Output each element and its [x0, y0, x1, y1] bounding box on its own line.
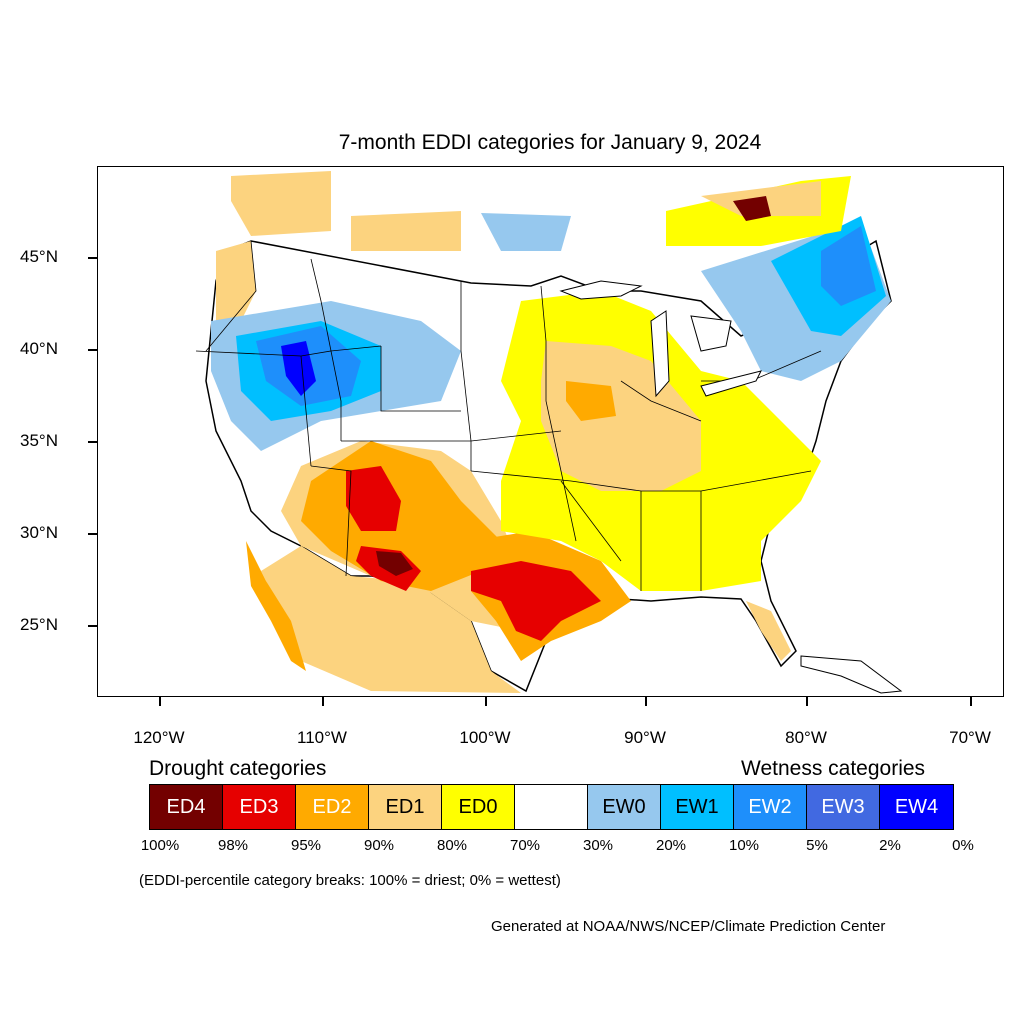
cuba	[800, 655, 903, 694]
legend-category-ew1: EW1	[661, 785, 734, 829]
us-map-svg	[195, 171, 903, 694]
texas-ed3	[471, 561, 601, 641]
legend-category-ew3: EW3	[807, 785, 880, 829]
lat-tick	[88, 441, 97, 443]
legend-category-ed0: ED0	[442, 785, 515, 829]
lat-label-30: 30°N	[20, 523, 58, 542]
legend-break-label: 80%	[436, 837, 468, 854]
legend-category-ew4: EW4	[880, 785, 953, 829]
new-mexico-ed3	[346, 466, 401, 531]
northeast-ew2	[821, 226, 876, 306]
legend-break-label: 90%	[363, 837, 395, 854]
lon-label-120: 120°W	[133, 728, 185, 747]
legend-category-ew0: EW0	[588, 785, 661, 829]
legend-category-ed4: ED4	[150, 785, 223, 829]
wetness-heading: Wetness categories	[741, 757, 926, 780]
eddi-map	[97, 166, 1004, 697]
legend-category-ed2: ED2	[296, 785, 369, 829]
lon-tick	[159, 697, 161, 706]
lat-tick	[88, 349, 97, 351]
lat-tick	[88, 625, 97, 627]
canada-west-ed1	[231, 171, 331, 236]
lat-tick	[88, 257, 97, 259]
legend-break-label: 20%	[655, 837, 687, 854]
lat-label-35: 35°N	[20, 431, 58, 450]
florida-ed1	[746, 601, 791, 661]
lon-label-80: 80°W	[785, 728, 827, 747]
ontario-ed4	[733, 196, 771, 221]
lake-michigan	[650, 310, 670, 398]
legend-category-none	[515, 785, 588, 829]
legend-break-label: 95%	[290, 837, 322, 854]
legend-break-label: 98%	[217, 837, 249, 854]
legend-break-label: 5%	[806, 837, 828, 854]
pnw-ed1	[216, 241, 256, 341]
lon-label-100: 100°W	[459, 728, 511, 747]
map-title: 7-month EDDI categories for January 9, 2…	[338, 131, 762, 154]
lon-label-70: 70°W	[949, 728, 991, 747]
iowa-ed2	[566, 381, 616, 421]
lat-tick	[88, 533, 97, 535]
canada-central-ed1	[351, 211, 461, 251]
lon-tick	[806, 697, 808, 706]
drought-heading: Drought categories	[149, 757, 327, 780]
mexico-region	[261, 546, 521, 693]
lon-label-90: 90°W	[624, 728, 666, 747]
legend-category-ew2: EW2	[734, 785, 807, 829]
lon-tick	[322, 697, 324, 706]
lake-superior-ew0	[481, 213, 571, 251]
lat-label-45: 45°N	[20, 247, 58, 266]
legend-break-label: 10%	[728, 837, 760, 854]
lon-tick	[485, 697, 487, 706]
legend-break-label: 100%	[140, 837, 180, 854]
legend-category-ed3: ED3	[223, 785, 296, 829]
lat-label-25: 25°N	[20, 615, 58, 634]
category-note: (EDDI-percentile category breaks: 100% =…	[139, 872, 561, 889]
legend-break-label: 30%	[582, 837, 614, 854]
big-bend-ed4	[376, 551, 413, 576]
lon-tick	[970, 697, 972, 706]
legend-break-label: 70%	[509, 837, 541, 854]
legend-color-bar: ED4 ED3 ED2 ED1 ED0 EW0 EW1 EW2 EW3 EW4	[149, 784, 954, 830]
baja-region	[246, 541, 306, 671]
legend-break-label: 2%	[879, 837, 901, 854]
legend-category-ed1: ED1	[369, 785, 442, 829]
lake-huron	[690, 315, 732, 352]
lake-superior	[559, 280, 643, 300]
lon-label-110: 110°W	[297, 728, 347, 747]
lon-tick	[645, 697, 647, 706]
lat-label-40: 40°N	[20, 339, 58, 358]
lake-erie	[700, 370, 762, 397]
credit-line: Generated at NOAA/NWS/NCEP/Climate Predi…	[491, 918, 886, 935]
legend-break-label: 0%	[952, 837, 974, 854]
